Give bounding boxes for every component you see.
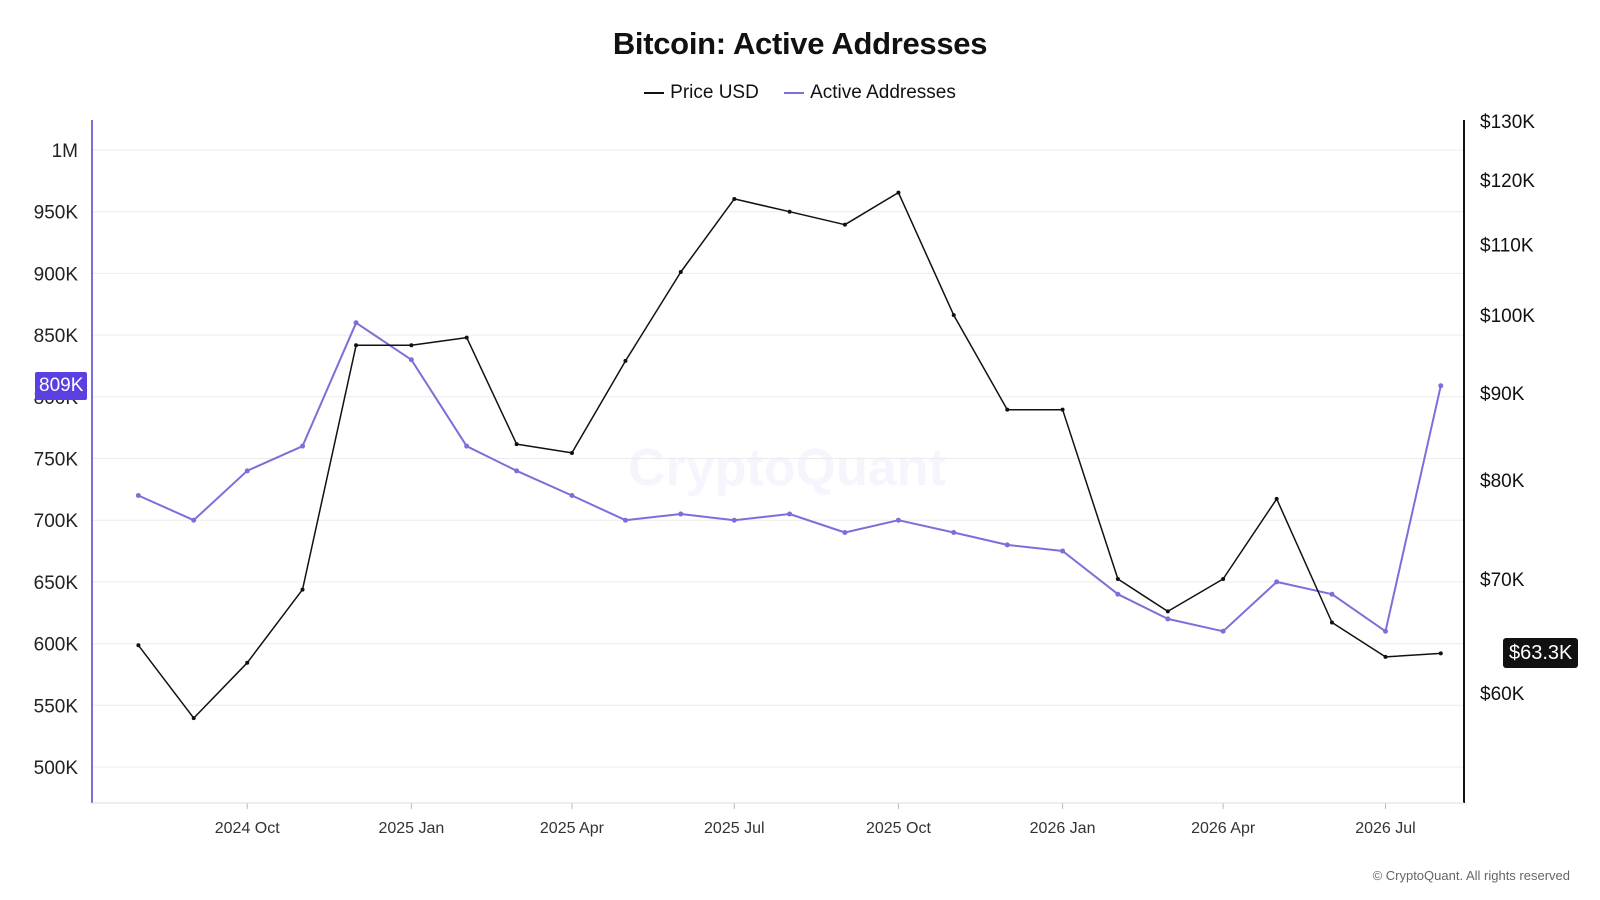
grid-layer [92,149,1464,768]
price-point [1005,407,1010,412]
active-addresses-point [1004,542,1010,548]
price-point [464,335,469,340]
x-tick-label: 2026 Jan [1030,820,1096,837]
legend-swatch-price [644,92,665,94]
active-addresses-point [622,517,628,523]
active-addresses-point [514,468,520,474]
price-point [1383,654,1388,659]
price-point [409,343,414,348]
legend-label-price: Price USD [670,82,759,103]
legend-swatch-active-addresses [784,92,805,94]
active-addresses-point [678,511,684,517]
y-left-tick-label: 750K [34,450,79,471]
y-left-tick-label: 1M [52,141,78,162]
active-addresses-point [300,443,306,449]
x-tick-label: 2026 Apr [1191,820,1256,837]
price-point [951,313,956,318]
price-point [1115,576,1120,581]
active-addresses-point [1115,591,1121,597]
axes-layer [91,120,1465,809]
active-addresses-point [135,493,141,499]
active-addresses-point [1220,628,1226,634]
y-left-tick-label: 900K [34,264,79,285]
price-line [137,191,1441,719]
active-addresses-point [842,530,848,536]
y-right-tick-label: $60K [1480,684,1525,705]
y-right-tick-label: $110K [1480,236,1534,257]
ticks-layer: 500K550K600K650K700K750K800K850K900K950K… [34,112,1536,837]
y-right-tick-label: $70K [1480,570,1525,591]
active-addresses-point [895,517,901,523]
watermark: CryptoQuant [628,439,946,497]
active-addresses-point [569,493,575,499]
chart-title: Bitcoin: Active Addresses [612,26,988,61]
x-tick-label: 2025 Oct [866,820,931,837]
active-addresses-point [787,511,793,517]
y-right-tick-label: $80K [1480,471,1525,492]
active-addresses-point [1274,579,1280,585]
price-point [678,269,683,274]
y-left-tick-label: 500K [34,758,79,779]
price-point [787,209,792,214]
active-addresses-point [1438,383,1444,389]
active-addresses-point [464,443,470,449]
y-left-tick-label: 950K [34,203,79,224]
price-point [1438,651,1443,656]
active-addresses-point [353,320,359,326]
active-addresses-last-value-badge: 809K [35,371,88,400]
active-addresses-point [1060,548,1066,554]
y-left-tick-label: 850K [34,326,79,347]
price-point [1221,576,1226,581]
legend: Price USD Active Addresses [0,78,1600,104]
price-point [245,660,250,665]
y-right-tick-label: $90K [1480,384,1525,405]
y-right-tick-label: $130K [1480,112,1535,133]
price-point [1060,407,1065,412]
x-tick-label: 2024 Oct [215,820,280,837]
active-addresses-point [191,517,197,523]
y-right-tick-label: $100K [1480,306,1535,327]
active-addresses-point [1165,616,1171,622]
active-addresses-point [731,517,737,523]
active-addresses-layer [135,320,1444,634]
price-point [1274,496,1279,501]
price-point [623,358,628,363]
active-addresses-line [137,321,1442,633]
price-point [514,442,519,447]
y-left-tick-label: 550K [34,696,79,717]
x-tick-label: 2025 Jul [704,820,765,837]
active-addresses-point [951,530,957,536]
active-addresses-point [244,468,250,474]
price-point [1329,620,1334,625]
active-addresses-point [1382,628,1388,634]
price-point [191,716,196,721]
copyright: © CryptoQuant. All rights reserved [1372,868,1570,883]
y-left-tick-label: 600K [34,635,79,656]
y-left-tick-label: 700K [34,511,79,532]
price-layer [136,190,1443,721]
price-last-value-badge: $63.3K [1503,638,1579,669]
x-tick-label: 2025 Apr [540,820,605,837]
legend-item-active-addresses[interactable]: Active Addresses [784,82,956,104]
price-point [842,222,847,227]
x-tick-label: 2026 Jul [1355,820,1416,837]
active-addresses-point [1329,591,1335,597]
x-tick-label: 2025 Jan [378,820,444,837]
price-point [354,343,359,348]
price-point [1165,609,1170,614]
y-left-tick-label: 650K [34,573,79,594]
price-point [569,450,574,455]
price-point [136,643,141,648]
y-right-tick-label: $120K [1480,171,1535,192]
legend-item-price[interactable]: Price USD [644,82,759,104]
legend-label-active-addresses: Active Addresses [810,82,956,103]
price-point [732,196,737,201]
active-addresses-point [408,357,414,363]
price-point [300,587,305,592]
price-point [896,190,901,195]
